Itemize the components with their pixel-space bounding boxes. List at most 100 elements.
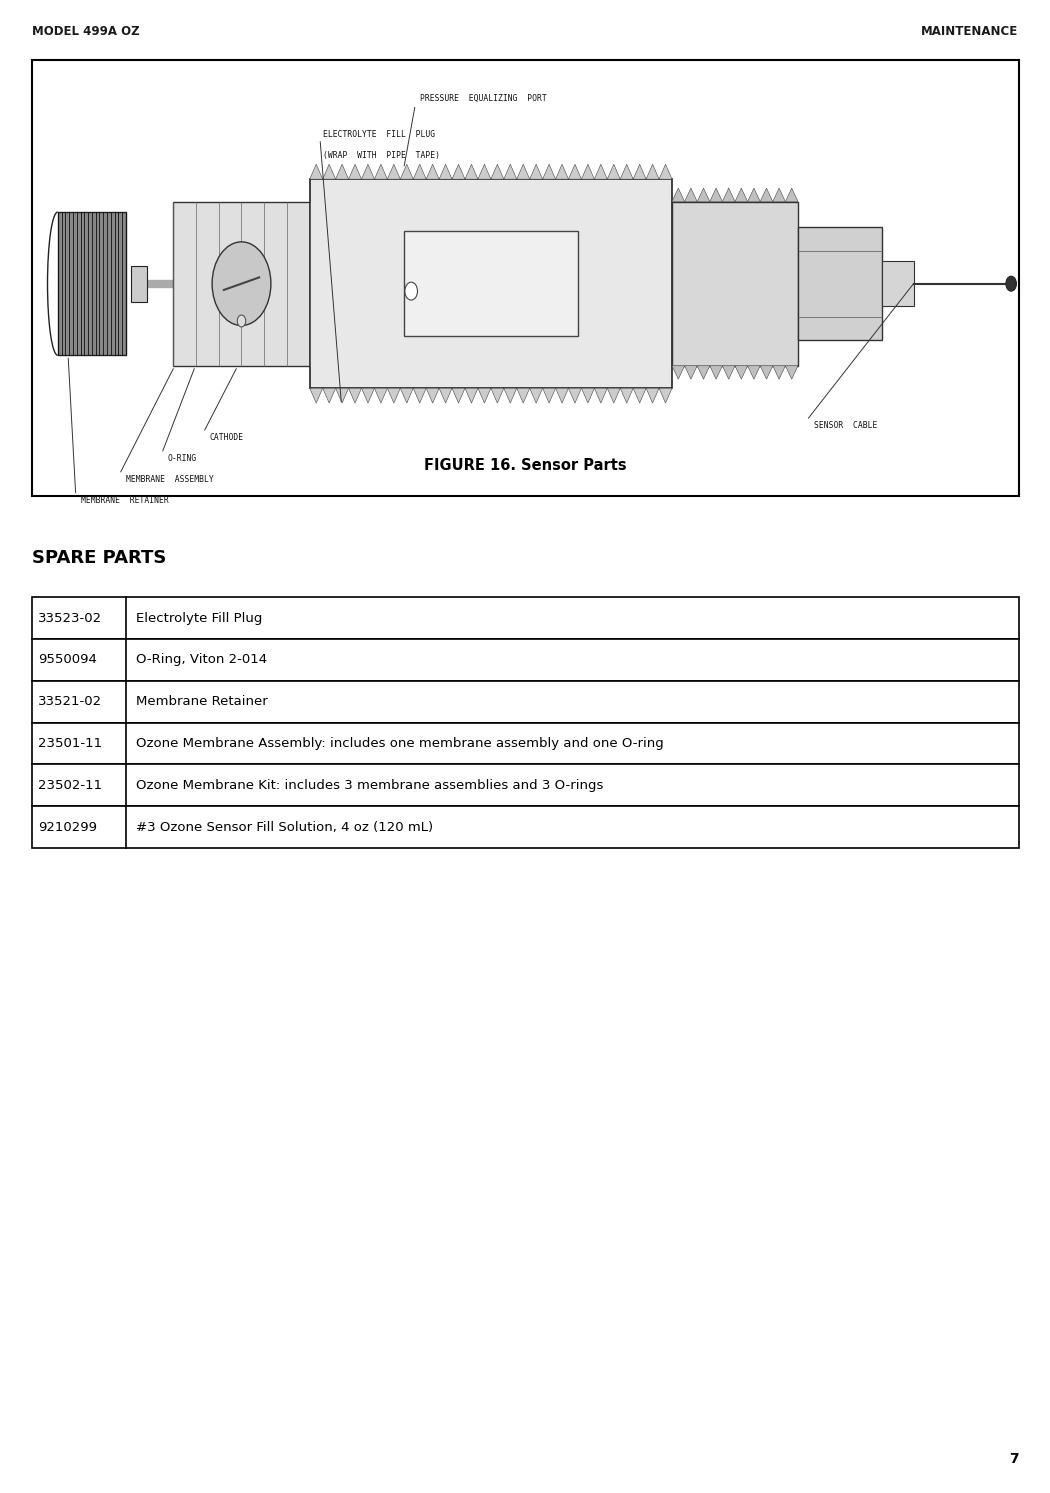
Bar (32, 597, 1018, 639)
Text: CATHODE: CATHODE (210, 433, 244, 442)
Polygon shape (785, 188, 798, 202)
Text: FIGURE 16. Sensor Parts: FIGURE 16. Sensor Parts (424, 458, 626, 473)
Bar (32, 806, 1018, 848)
Polygon shape (349, 388, 361, 403)
Bar (32, 723, 1018, 764)
Polygon shape (748, 188, 760, 202)
Circle shape (212, 242, 271, 325)
Polygon shape (568, 164, 582, 179)
Polygon shape (453, 164, 465, 179)
Polygon shape (773, 366, 785, 379)
Circle shape (1006, 276, 1016, 291)
Polygon shape (659, 164, 672, 179)
Polygon shape (555, 164, 568, 179)
Polygon shape (336, 388, 349, 403)
Bar (882, 261, 914, 306)
Polygon shape (310, 164, 322, 179)
Polygon shape (491, 164, 504, 179)
Text: O-Ring, Viton 2-014: O-Ring, Viton 2-014 (136, 654, 268, 666)
Polygon shape (710, 188, 722, 202)
Bar (404, 231, 578, 336)
Polygon shape (400, 388, 414, 403)
Polygon shape (646, 388, 659, 403)
Polygon shape (748, 366, 760, 379)
Polygon shape (568, 388, 582, 403)
Polygon shape (697, 366, 710, 379)
Polygon shape (735, 366, 748, 379)
Polygon shape (387, 164, 400, 179)
Polygon shape (517, 388, 529, 403)
Text: 9550094: 9550094 (38, 654, 97, 666)
Polygon shape (322, 164, 336, 179)
Text: MAINTENANCE: MAINTENANCE (921, 25, 1018, 39)
Polygon shape (659, 388, 672, 403)
Bar (798, 227, 882, 340)
Polygon shape (607, 388, 621, 403)
Polygon shape (697, 188, 710, 202)
Polygon shape (426, 164, 439, 179)
Polygon shape (310, 388, 322, 403)
Polygon shape (555, 388, 568, 403)
Polygon shape (543, 388, 555, 403)
Polygon shape (685, 366, 697, 379)
Polygon shape (349, 164, 361, 179)
Polygon shape (543, 164, 555, 179)
Text: 23501-11: 23501-11 (38, 738, 102, 749)
Text: MODEL 499A OZ: MODEL 499A OZ (32, 25, 139, 39)
Text: MEMBRANE  RETAINER: MEMBRANE RETAINER (81, 496, 169, 505)
Polygon shape (414, 388, 426, 403)
Text: 9210299: 9210299 (38, 821, 97, 833)
Polygon shape (594, 164, 607, 179)
Polygon shape (529, 164, 543, 179)
Text: 7: 7 (1009, 1453, 1018, 1466)
Polygon shape (633, 388, 646, 403)
Polygon shape (465, 164, 478, 179)
Polygon shape (361, 388, 375, 403)
Circle shape (237, 315, 246, 327)
Text: SENSOR  CABLE: SENSOR CABLE (814, 421, 877, 430)
Polygon shape (607, 164, 621, 179)
Polygon shape (621, 164, 633, 179)
Text: 23502-11: 23502-11 (38, 779, 102, 791)
Text: ELECTROLYTE  FILL  PLUG: ELECTROLYTE FILL PLUG (323, 130, 436, 139)
Text: PRESSURE  EQUALIZING  PORT: PRESSURE EQUALIZING PORT (420, 94, 547, 103)
Polygon shape (672, 366, 685, 379)
Bar (32, 681, 1018, 723)
Polygon shape (773, 188, 785, 202)
Polygon shape (361, 164, 375, 179)
Text: (WRAP  WITH  PIPE  TAPE): (WRAP WITH PIPE TAPE) (323, 151, 440, 160)
Polygon shape (375, 164, 387, 179)
Polygon shape (760, 366, 773, 379)
Polygon shape (504, 388, 517, 403)
Polygon shape (504, 164, 517, 179)
Text: MEMBRANE  ASSEMBLY: MEMBRANE ASSEMBLY (126, 475, 214, 484)
Bar (672, 202, 798, 366)
Polygon shape (685, 188, 697, 202)
Bar (131, 266, 147, 302)
Text: O-RING: O-RING (168, 454, 197, 463)
Polygon shape (336, 164, 349, 179)
Polygon shape (722, 366, 735, 379)
Polygon shape (594, 388, 607, 403)
Polygon shape (426, 388, 439, 403)
Bar (173, 202, 310, 366)
Polygon shape (375, 388, 387, 403)
Polygon shape (785, 366, 798, 379)
Polygon shape (582, 164, 594, 179)
Bar (32, 639, 1018, 681)
Polygon shape (582, 388, 594, 403)
Polygon shape (491, 388, 504, 403)
Polygon shape (465, 388, 478, 403)
Polygon shape (387, 388, 400, 403)
Polygon shape (529, 388, 543, 403)
Polygon shape (710, 366, 722, 379)
Polygon shape (621, 388, 633, 403)
Text: SPARE PARTS: SPARE PARTS (32, 549, 166, 567)
Polygon shape (735, 188, 748, 202)
Polygon shape (439, 164, 453, 179)
Polygon shape (478, 388, 491, 403)
Text: Ozone Membrane Assembly: includes one membrane assembly and one O-ring: Ozone Membrane Assembly: includes one me… (136, 738, 665, 749)
Polygon shape (633, 164, 646, 179)
Polygon shape (414, 164, 426, 179)
Bar (32, 60, 1018, 496)
